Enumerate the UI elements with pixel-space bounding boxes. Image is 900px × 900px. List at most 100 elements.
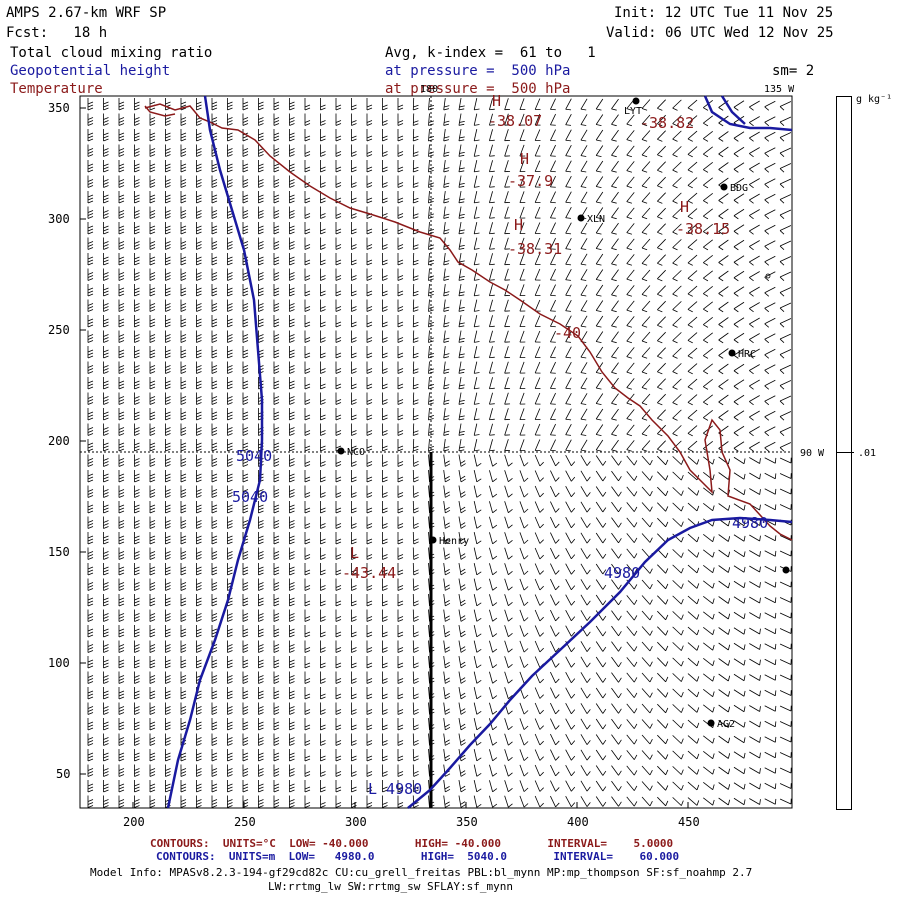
wind-barb	[165, 687, 171, 700]
wind-barb	[779, 209, 792, 220]
wind-barb	[242, 733, 249, 746]
wind-barb	[779, 364, 792, 375]
valid-time: Valid: 06 UTC Wed 12 Nov 25	[606, 25, 834, 41]
wind-barb	[289, 392, 295, 405]
station-marker: LYT	[624, 97, 642, 117]
wind-barb	[320, 532, 326, 545]
wind-barb	[397, 346, 404, 359]
wind-barb	[165, 640, 171, 653]
wind-barb	[489, 144, 495, 157]
wind-barb	[273, 423, 280, 436]
wind-barb	[273, 764, 280, 777]
wind-barb	[611, 222, 619, 235]
wind-barb	[366, 268, 373, 281]
wind-barb	[273, 330, 280, 343]
wind-barb	[504, 361, 511, 374]
wind-barb	[489, 485, 498, 498]
wind-barb	[335, 764, 342, 777]
wind-barb	[227, 439, 233, 452]
wind-barb	[779, 473, 792, 479]
wind-barb	[227, 733, 233, 746]
wind-barb	[595, 145, 604, 157]
wind-barb	[304, 392, 311, 405]
wind-barb	[672, 425, 682, 437]
wind-barb	[550, 687, 560, 699]
wind-barb	[672, 471, 684, 481]
wind-barb	[289, 144, 295, 157]
wind-barb	[165, 625, 171, 638]
wind-barb	[196, 563, 202, 576]
wind-barb	[641, 130, 651, 142]
wind-barb	[703, 456, 715, 465]
wind-barb	[227, 749, 233, 762]
wind-barb	[779, 302, 792, 313]
wind-barb	[242, 687, 249, 700]
wind-barb	[626, 192, 635, 204]
wind-barb	[397, 330, 404, 343]
wind-barb	[196, 625, 202, 638]
wind-barb	[351, 160, 357, 173]
wind-barb	[626, 207, 635, 220]
wind-barb	[611, 284, 619, 297]
wind-barb	[382, 160, 388, 173]
wind-barb	[335, 237, 342, 250]
wind-barb	[550, 501, 560, 513]
temp-label: -38.07	[488, 112, 542, 130]
wind-barb	[733, 673, 746, 682]
wind-barb	[565, 253, 572, 266]
wind-barb	[534, 113, 541, 126]
wind-barb	[320, 640, 326, 653]
wind-barb	[473, 749, 482, 762]
wind-barb	[196, 609, 202, 622]
wind-barb	[550, 609, 560, 622]
wind-barb	[473, 206, 480, 219]
wind-barb	[242, 780, 249, 793]
wind-barb	[519, 733, 529, 746]
y-tick-label: 100	[48, 656, 70, 670]
wind-barb	[443, 485, 451, 498]
wind-barb	[304, 795, 311, 808]
field2-name: Geopotential height	[10, 63, 171, 79]
wind-barb	[211, 377, 218, 390]
wind-barb	[412, 206, 419, 219]
wind-barb	[258, 501, 264, 514]
wind-barb	[703, 363, 713, 375]
wind-barb	[443, 686, 451, 700]
wind-barb	[134, 532, 140, 545]
wind-barb	[304, 656, 311, 669]
wind-barb	[626, 378, 635, 390]
wind-barb	[242, 485, 249, 498]
wind-barb	[733, 332, 745, 344]
wind-barb	[258, 144, 264, 157]
wind-barb	[458, 175, 465, 188]
wind-barb	[443, 500, 451, 514]
wind-barb	[134, 222, 140, 235]
wind-barb	[289, 640, 295, 653]
wind-barb	[227, 315, 233, 328]
wind-barb	[764, 596, 777, 604]
wind-barb	[595, 656, 607, 668]
wind-barb	[320, 516, 326, 529]
wind-barb	[366, 206, 373, 219]
wind-barb	[211, 656, 218, 669]
wind-barb	[273, 144, 280, 157]
wind-barb	[626, 393, 635, 406]
wind-barb	[258, 547, 264, 560]
wind-barb	[180, 377, 187, 390]
wind-barb	[473, 578, 482, 591]
wind-barb	[165, 222, 171, 235]
temp-label: L	[350, 544, 359, 562]
temp-label: -37.9	[508, 172, 553, 190]
wind-barb	[641, 207, 651, 220]
wind-barb	[733, 363, 745, 375]
wind-barb	[458, 98, 465, 111]
wind-barb	[196, 749, 202, 762]
wind-barb	[412, 578, 419, 591]
wind-barb	[473, 656, 482, 669]
wind-barb	[211, 237, 218, 250]
wind-barb	[749, 193, 760, 204]
wind-barb	[118, 268, 125, 281]
wind-barb	[641, 440, 651, 452]
wind-barb	[672, 781, 684, 791]
colorbar-tick	[836, 452, 854, 453]
